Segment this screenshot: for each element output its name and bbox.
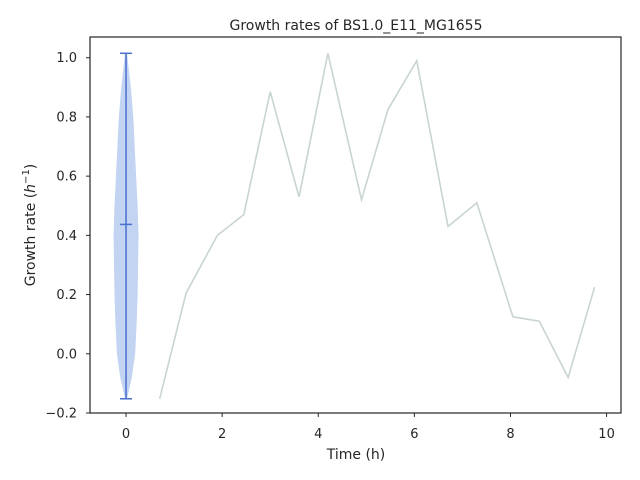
y-axis-label-sup: −1 <box>21 169 32 184</box>
y-tick-label: 0.4 <box>56 229 77 244</box>
x-tick-label: 10 <box>598 427 615 442</box>
y-axis: −0.2 0.0 0.2 0.4 0.6 0.8 1.0 <box>45 51 90 422</box>
y-tick-label: 0.6 <box>56 170 77 185</box>
plot-area <box>113 52 596 400</box>
y-tick-label: −0.2 <box>45 407 77 422</box>
x-tick-label: 8 <box>506 427 514 442</box>
y-axis-label-prefix: Growth rate ( <box>23 193 39 286</box>
x-tick-label: 2 <box>218 427 226 442</box>
x-axis: 0 2 4 6 8 10 <box>122 413 615 442</box>
y-axis-label: Growth rate (h−1) <box>21 164 39 287</box>
x-tick-label: 4 <box>314 427 322 442</box>
y-tick-label: 0.2 <box>56 288 77 303</box>
y-axis-label-suffix: ) <box>23 164 39 169</box>
x-tick-label: 6 <box>410 427 418 442</box>
y-tick-label: 0.0 <box>56 347 77 362</box>
y-tick-label: 1.0 <box>56 51 77 66</box>
growth-rate-line <box>158 53 596 399</box>
x-tick-label: 0 <box>122 427 130 442</box>
y-tick-label: 0.8 <box>56 110 77 125</box>
plot-frame <box>89 36 622 414</box>
chart-title: Growth rates of BS1.0_E11_MG1655 <box>230 18 483 34</box>
y-axis-label-var: h <box>23 184 39 193</box>
x-axis-label: Time (h) <box>326 447 386 463</box>
